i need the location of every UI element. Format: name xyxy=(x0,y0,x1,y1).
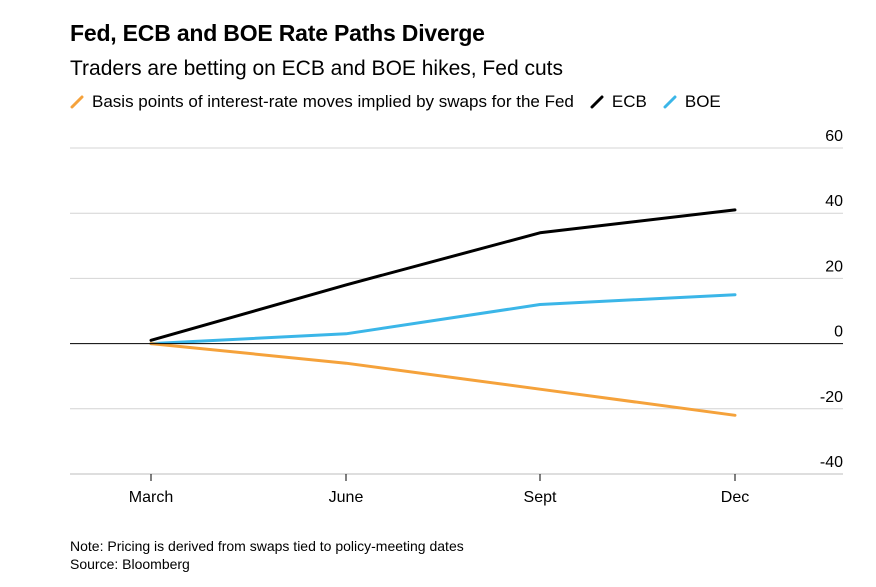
footnote: Note: Pricing is derived from swaps tied… xyxy=(70,537,464,573)
chart-title: Fed, ECB and BOE Rate Paths Diverge xyxy=(70,20,485,46)
legend-swatch-ecb xyxy=(590,95,604,109)
y-tick-label-4: -20 xyxy=(820,389,843,406)
y-tick-label-1: 40 xyxy=(825,193,843,210)
series-line-fed xyxy=(149,342,737,417)
series-line-ecb xyxy=(149,208,737,342)
legend-swatch-boe xyxy=(663,95,677,109)
y-tick-label-3: 0 xyxy=(834,324,843,341)
chart-subtitle: Traders are betting on ECB and BOE hikes… xyxy=(70,57,563,80)
legend-swatch-fed xyxy=(70,95,84,109)
legend-label-boe: BOE xyxy=(684,92,721,111)
legend-label-fed: Basis points of interest-rate moves impl… xyxy=(92,92,574,111)
note-text: Note: Pricing is derived from swaps tied… xyxy=(70,538,464,554)
legend-label-ecb: ECB xyxy=(611,92,647,111)
x-tick-label-1: June xyxy=(329,489,364,506)
legend: Basis points of interest-rate moves impl… xyxy=(70,91,737,113)
y-tick-label-0: 60 xyxy=(825,128,843,145)
legend-item-fed: Basis points of interest-rate moves impl… xyxy=(70,92,574,112)
x-tick-label-3: Dec xyxy=(721,489,749,506)
legend-item-ecb: ECB xyxy=(590,92,647,112)
y-tick-label-2: 20 xyxy=(825,258,843,275)
legend-item-boe: BOE xyxy=(663,92,721,112)
y-tick-label-5: -40 xyxy=(820,454,843,471)
source-text: Source: Bloomberg xyxy=(70,556,190,572)
series-line-boe xyxy=(149,293,737,346)
x-tick-label-0: March xyxy=(129,489,173,506)
x-tick-label-2: Sept xyxy=(524,489,557,506)
